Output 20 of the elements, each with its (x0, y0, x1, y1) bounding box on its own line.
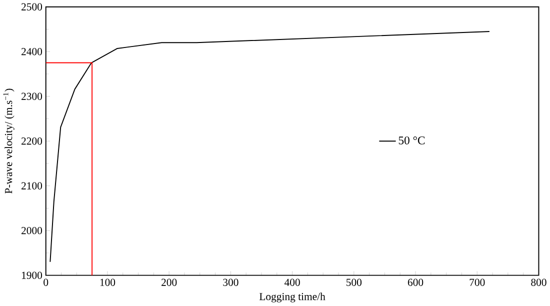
legend-label: 50 °C (398, 136, 425, 145)
x-tick-label: 200 (162, 278, 177, 286)
y-tick-label: 2100 (22, 182, 42, 190)
y-tick-label: 2400 (22, 48, 42, 56)
x-tick-label: 600 (408, 278, 424, 286)
x-tick-label: 300 (223, 278, 238, 286)
y-axis-title: P-wave velocity/ (m.s$^{−1}$) (3, 88, 14, 194)
x-tick-label: 800 (531, 278, 546, 286)
x-tick-label: 500 (346, 278, 362, 286)
x-tick-label: 400 (284, 278, 300, 286)
x-tick-label: 0 (44, 278, 48, 286)
y-tick-label: 2200 (22, 138, 42, 145)
y-tick-label: 2000 (22, 227, 42, 234)
y-tick-label: 2500 (22, 3, 42, 11)
x-axis-title: Logging time/h (259, 292, 326, 303)
x-tick-label: 100 (100, 278, 116, 286)
x-tick-label: 700 (470, 278, 485, 286)
y-tick-label: 2300 (22, 92, 42, 100)
line-series (50, 31, 490, 263)
y-tick-label: 1900 (22, 272, 42, 280)
